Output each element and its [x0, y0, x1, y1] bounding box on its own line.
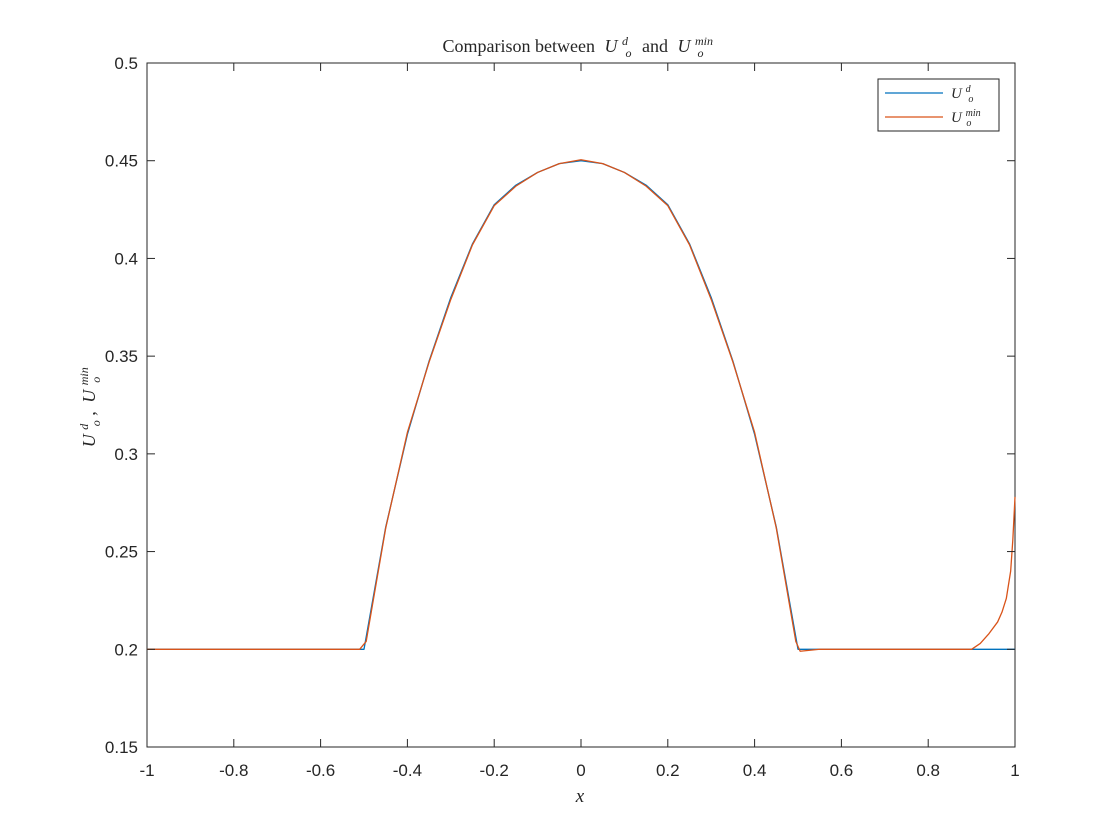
legend-label-ud: U d o: [951, 80, 974, 105]
legend: U d o U min o: [877, 78, 1000, 132]
plot-area: [146, 62, 1016, 748]
y-tick-label: 0.45: [105, 152, 138, 171]
legend-umin-sub: o: [966, 118, 971, 129]
chart-title-var1-sup: d: [622, 34, 629, 48]
y-axis-label: U d o , U min o: [72, 363, 104, 448]
chart-title: Comparison between U d o and U min o: [443, 29, 718, 61]
x-tick-label: 0: [576, 761, 585, 780]
legend-ud-base: U: [951, 86, 963, 102]
x-tick-label: -1: [139, 761, 154, 780]
legend-ud-sub: o: [968, 94, 973, 105]
legend-ud-sup: d: [966, 84, 972, 95]
chart-title-var2-sup: min: [695, 34, 713, 48]
series-line-umin: [147, 159, 1016, 652]
x-tick-label: -0.8: [219, 761, 248, 780]
y-label-var2-sub: o: [89, 377, 103, 383]
series-layer: [147, 159, 1016, 652]
x-axis-label: x: [575, 786, 585, 807]
x-tick-label: 1: [1010, 761, 1019, 780]
y-tick-label: 0.25: [105, 543, 138, 562]
y-tick-label: 0.4: [114, 249, 138, 268]
chart-title-var1-base: U: [604, 36, 618, 56]
y-tick-label: 0.15: [105, 738, 138, 757]
y-label-var1-sup: d: [77, 423, 91, 430]
tick-layer: -1 -0.8 -0.6 -0.4 -0.2 0 0.2 0.4 0.6 0.8 1 0.15 0.2 0…: [105, 54, 1020, 780]
x-tick-label: 0.6: [830, 761, 854, 780]
chart-title-conjunction: and: [642, 36, 668, 56]
series-line-ud: [147, 160, 1015, 650]
chart-title-var2-base: U: [677, 36, 691, 56]
chart-title-var1-sub: o: [625, 46, 631, 60]
y-label-var2-sup: min: [77, 367, 91, 385]
x-tick-label: 0.2: [656, 761, 680, 780]
y-tick-label: 0.5: [114, 54, 138, 73]
y-tick-label: 0.35: [105, 347, 138, 366]
y-tick-label: 0.3: [114, 445, 138, 464]
y-label-var2-base: U: [79, 389, 99, 403]
chart-title-var2-sub: o: [697, 46, 703, 60]
x-tick-label: -0.4: [393, 761, 422, 780]
legend-box: [877, 78, 1000, 132]
y-label-var1-sub: o: [89, 420, 103, 426]
y-label-separator: ,: [79, 411, 99, 416]
x-tick-label: 0.8: [916, 761, 940, 780]
y-label-var1-base: U: [79, 433, 99, 447]
x-tick-label: -0.2: [480, 761, 509, 780]
y-tick-label: 0.2: [114, 640, 138, 659]
legend-umin-sup: min: [966, 108, 981, 119]
legend-label-umin: U min o: [951, 104, 984, 129]
x-tick-label: 0.4: [743, 761, 767, 780]
chart-title-text: Comparison between: [443, 36, 595, 56]
legend-umin-base: U: [951, 110, 963, 126]
x-tick-label: -0.6: [306, 761, 335, 780]
